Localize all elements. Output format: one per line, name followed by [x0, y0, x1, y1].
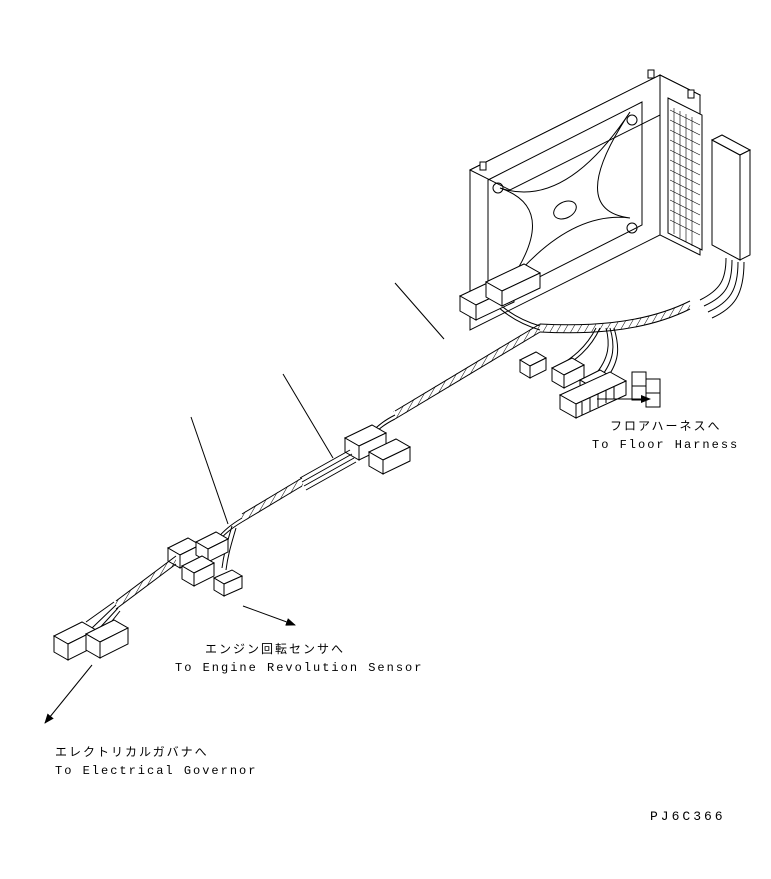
part-id: PJ6C366 [650, 809, 726, 824]
label-elec-gov-en: To Electrical Governor [55, 764, 257, 778]
controller-connector [668, 98, 702, 250]
label-floor-harness-jp: フロアハーネスへ [610, 419, 722, 434]
label-engine-rev-jp: エンジン回転センサへ [205, 642, 345, 657]
harness-lower-cluster [168, 518, 242, 596]
harness-right-cluster [520, 301, 690, 418]
harness-short-wrap [242, 478, 302, 522]
connector-engine-rev [214, 570, 242, 596]
connector-elec-gov [54, 620, 128, 660]
arrow-engine-rev [243, 606, 295, 625]
arrow-elec-gov [45, 665, 92, 723]
connector-small-right-1 [552, 358, 584, 388]
harness-mid-connectors [300, 415, 410, 490]
harness-center-trunk [395, 324, 540, 419]
wiring-diagram: フロアハーネスへ To Floor Harness エンジン回転センサへ To … [0, 0, 771, 879]
controller-plug [700, 135, 750, 318]
label-floor-harness-en: To Floor Harness [592, 438, 739, 452]
harness-final-wrap [86, 556, 176, 636]
connector-block-stack [632, 372, 660, 407]
connector-single-mid [520, 352, 546, 378]
callout-pointers [191, 283, 444, 524]
label-elec-gov-jp: エレクトリカルガバナへ [55, 745, 209, 760]
label-engine-rev-en: To Engine Revolution Sensor [175, 661, 423, 675]
